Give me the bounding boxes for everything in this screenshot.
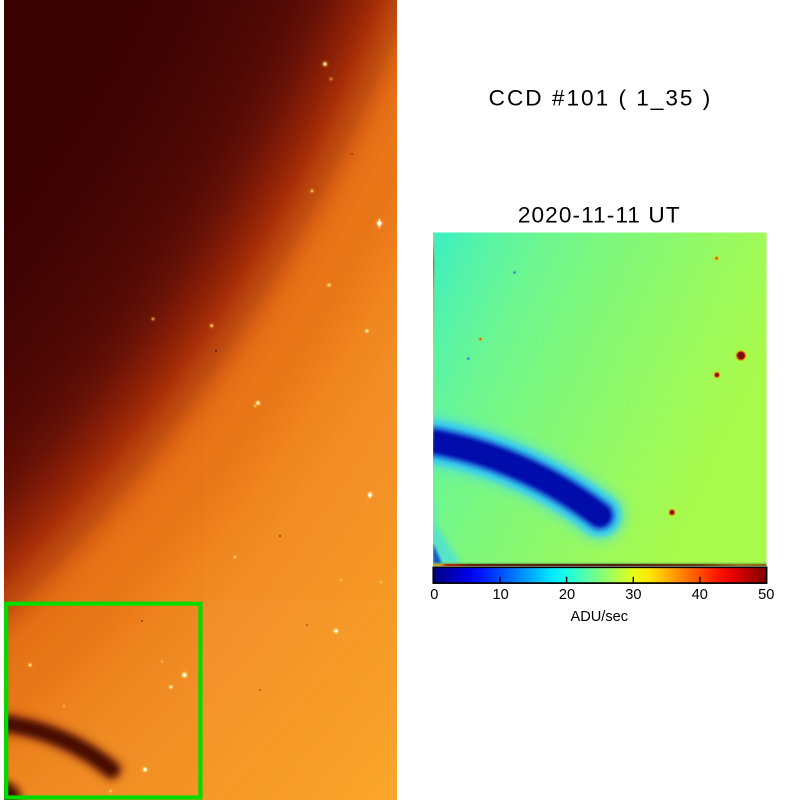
svg-text:30: 30	[625, 587, 641, 603]
svg-text:40: 40	[692, 587, 708, 603]
svg-text:CCD #101 ( 1_35 ): CCD #101 ( 1_35 )	[489, 85, 713, 110]
svg-text:ADU/sec: ADU/sec	[571, 609, 629, 625]
svg-text:0: 0	[430, 587, 438, 603]
svg-text:20: 20	[559, 587, 575, 603]
svg-text:50: 50	[758, 587, 774, 603]
svg-text:2020-11-11 UT: 2020-11-11 UT	[518, 203, 681, 228]
svg-text:10: 10	[492, 587, 508, 603]
